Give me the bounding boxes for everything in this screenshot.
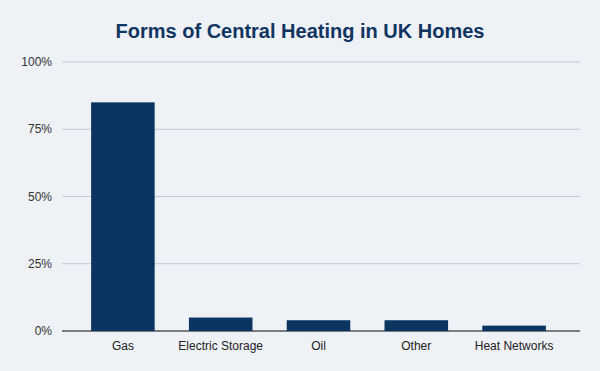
y-tick-label: 50% bbox=[28, 190, 52, 204]
background bbox=[0, 0, 600, 371]
y-tick-label: 100% bbox=[21, 55, 52, 69]
chart-container: Forms of Central Heating in UK Homes 0% 25… bbox=[0, 0, 600, 371]
x-tick-label: Electric Storage bbox=[178, 339, 263, 353]
y-tick-label: 75% bbox=[28, 122, 52, 136]
x-tick-label: Oil bbox=[311, 339, 326, 353]
bar bbox=[91, 102, 155, 331]
bar bbox=[385, 320, 449, 331]
bar bbox=[482, 326, 546, 331]
x-tick-label: Heat Networks bbox=[475, 339, 554, 353]
chart-svg: Forms of Central Heating in UK Homes 0% 25… bbox=[0, 0, 600, 371]
y-tick-label: 0% bbox=[35, 324, 53, 338]
bars bbox=[91, 102, 546, 331]
x-tick-label: Other bbox=[401, 339, 431, 353]
bar bbox=[189, 318, 253, 331]
y-tick-label: 25% bbox=[28, 257, 52, 271]
grid bbox=[62, 62, 580, 331]
grid-line bbox=[62, 62, 580, 63]
chart-title: Forms of Central Heating in UK Homes bbox=[116, 20, 485, 42]
bar bbox=[287, 320, 351, 331]
x-tick-label: Gas bbox=[112, 339, 134, 353]
